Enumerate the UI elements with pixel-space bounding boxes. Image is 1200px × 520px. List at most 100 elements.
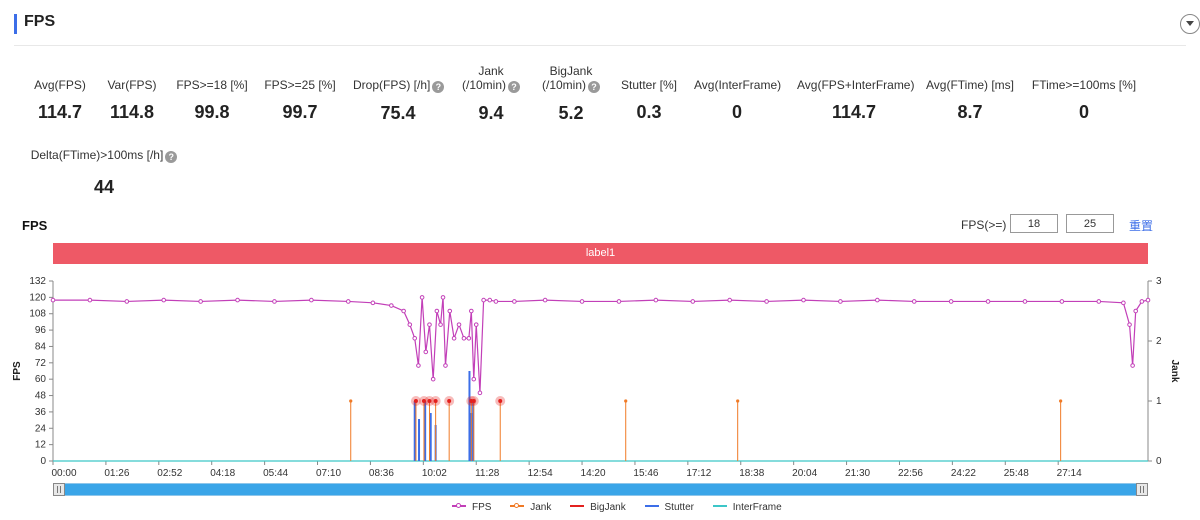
- y-tick-label: 108: [29, 309, 46, 320]
- fps-point: [727, 297, 732, 303]
- y-tick-label: 0: [40, 456, 46, 467]
- help-icon[interactable]: ?: [588, 81, 600, 93]
- fps-point: [1130, 363, 1135, 368]
- fps-point: [198, 299, 203, 304]
- fps-point: [443, 363, 448, 368]
- bigjank-point: [433, 399, 438, 403]
- x-tick-label: 05:44: [263, 468, 288, 479]
- x-tick-label: 00:00: [51, 468, 76, 479]
- collapse-button[interactable]: [1180, 14, 1200, 34]
- chevron-down-icon: [1186, 21, 1194, 26]
- x-tick-label: 27:14: [1057, 468, 1082, 479]
- y-tick-label: 132: [29, 276, 46, 287]
- metric-jank: Jank (/10min)? 9.4: [460, 64, 522, 124]
- fps-point: [309, 297, 314, 303]
- timeline-scrollbar[interactable]: [53, 483, 1148, 496]
- fps-point: [512, 299, 517, 304]
- fps-point: [653, 297, 659, 303]
- bigjank-point: [421, 399, 426, 403]
- metric-avg-interframe: Avg(InterFrame) 0: [694, 78, 782, 122]
- fps-point: [579, 299, 585, 304]
- metric-drop-fps: Drop(FPS) [/h]? 75.4: [353, 78, 445, 124]
- metric-delta-ftime: Delta(FTime)>100ms [/h]? 44: [30, 148, 178, 198]
- bigjank-point: [447, 399, 452, 403]
- jank-point: [1059, 399, 1063, 403]
- fps-point: [875, 297, 880, 303]
- jank-point: [736, 399, 740, 403]
- x-tick-label: 25:48: [1004, 468, 1029, 479]
- fps-point: [345, 299, 351, 304]
- y-axis-title: FPS: [12, 361, 23, 381]
- x-tick-label: 20:04: [792, 468, 817, 479]
- legend-stutter[interactable]: Stutter: [644, 502, 694, 513]
- x-tick-label: 07:10: [316, 468, 341, 479]
- fps-threshold-input-2[interactable]: [1066, 214, 1114, 233]
- x-tick-label: 01:26: [104, 468, 129, 479]
- x-tick-label: 08:36: [369, 468, 394, 479]
- fps-point: [451, 335, 457, 341]
- fps-point: [235, 297, 240, 303]
- x-tick-label: 15:46: [633, 468, 658, 479]
- y2-tick-label: 0: [1156, 456, 1162, 467]
- legend-bigjank[interactable]: BigJank: [570, 502, 626, 513]
- legend-fps[interactable]: FPS: [452, 502, 491, 513]
- help-icon[interactable]: ?: [508, 81, 520, 93]
- x-tick-label: 18:38: [739, 468, 764, 479]
- scrollbar-left-handle[interactable]: [53, 483, 65, 496]
- fps-point: [764, 299, 769, 304]
- legend-interframe[interactable]: InterFrame: [712, 502, 782, 513]
- legend-jank-swatch: [510, 503, 525, 508]
- y-tick-label: 36: [35, 407, 47, 418]
- y-tick-label: 12: [35, 440, 47, 451]
- fps-point: [487, 297, 493, 303]
- fps-point: [1139, 299, 1145, 304]
- section-accent-bar: [14, 14, 17, 34]
- fps-point: [473, 322, 479, 327]
- fps-point: [477, 390, 483, 396]
- x-tick-label: 22:56: [898, 468, 923, 479]
- fps-point: [471, 376, 477, 382]
- metric-fps-ge-25: FPS>=25 [%] 99.7: [264, 78, 336, 122]
- fps-point: [430, 376, 436, 382]
- help-icon[interactable]: ?: [165, 151, 178, 163]
- fps-point: [438, 322, 443, 327]
- jank-point: [349, 399, 353, 403]
- scrollbar-right-handle[interactable]: [1136, 483, 1148, 496]
- bigjank-point: [427, 399, 432, 403]
- y-tick-label: 24: [35, 423, 47, 434]
- x-tick-label: 04:18: [210, 468, 235, 479]
- y-tick-label: 72: [35, 358, 47, 369]
- help-icon[interactable]: ?: [432, 81, 445, 93]
- fps-point: [389, 303, 394, 308]
- chart-title: FPS: [22, 218, 48, 233]
- y2-axis-title: Jank: [1169, 360, 1180, 383]
- fps-point: [469, 308, 474, 314]
- bigjank-point: [413, 399, 418, 403]
- section-title: FPS: [24, 13, 56, 30]
- metric-avg-fps-interframe: Avg(FPS+InterFrame) 114.7: [797, 78, 915, 122]
- y2-tick-label: 1: [1156, 396, 1162, 407]
- reset-button[interactable]: 重置: [1129, 219, 1154, 233]
- metric-var-fps: Var(FPS) 114.8: [107, 78, 157, 122]
- fps-point: [412, 335, 418, 341]
- fps-point: [948, 299, 954, 304]
- legend-jank[interactable]: Jank: [510, 502, 551, 513]
- fps-point: [272, 299, 277, 304]
- chart-legend: FPS Jank BigJank Stutter InterFrame: [452, 502, 798, 516]
- section-header: FPS: [14, 12, 1186, 46]
- fps-point: [801, 297, 806, 303]
- metric-bigjank: BigJank (/10min)? 5.2: [540, 64, 602, 124]
- legend-interframe-swatch: [712, 505, 727, 507]
- x-tick-label: 12:54: [528, 468, 553, 479]
- fps-point: [440, 295, 446, 300]
- fps-point: [1022, 299, 1028, 304]
- bigjank-point: [498, 399, 503, 403]
- bigjank-point: [471, 399, 476, 403]
- fps-point: [985, 299, 991, 304]
- fps-threshold-input-1[interactable]: [1010, 214, 1058, 233]
- fps-point: [1096, 299, 1102, 304]
- fps-point: [87, 297, 93, 303]
- fps-point: [419, 295, 425, 300]
- label-band[interactable]: label1: [53, 243, 1148, 264]
